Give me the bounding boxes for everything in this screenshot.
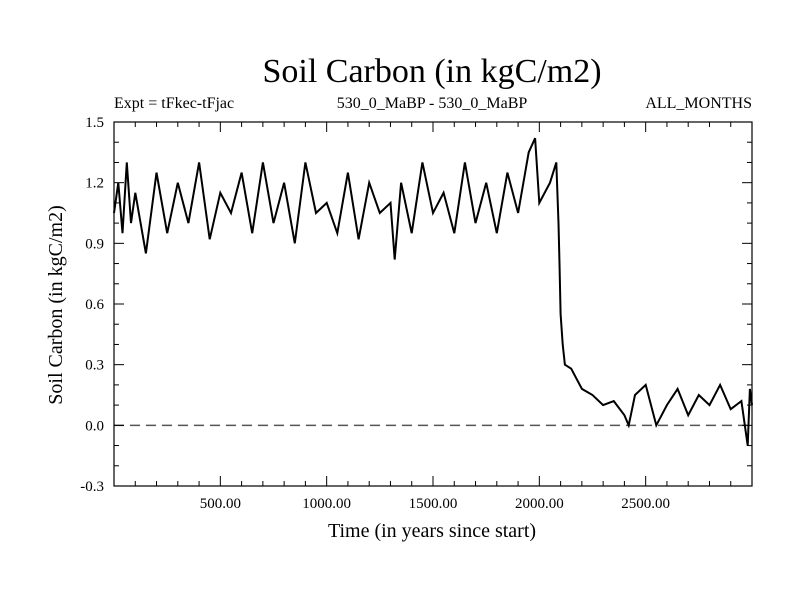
y-tick-label: 0.6	[85, 297, 104, 313]
y-axis: -0.3 0.0 0.3 0.6 0.9 1.2 1.5	[80, 115, 752, 495]
x-tick-label: 1000.00	[302, 496, 351, 512]
y-tick-label: 0.0	[85, 418, 104, 434]
y-tick-label: 1.2	[85, 176, 104, 192]
x-tick-label: 2000.00	[515, 496, 564, 512]
expt-label: Expt = tFkec-tFjac	[114, 95, 234, 112]
y-tick-label: 0.9	[85, 236, 104, 252]
series-line	[113, 137, 753, 446]
plot-frame	[113, 121, 753, 487]
months-label: ALL_MONTHS	[645, 95, 752, 112]
x-axis: 500.00 1000.00 1500.00 2000.00 2500.00	[134, 122, 732, 512]
x-tick-label: 2500.00	[621, 496, 670, 512]
y-tick-label: 0.3	[85, 358, 104, 374]
plot-area	[113, 121, 753, 487]
y-tick-label: 1.5	[85, 115, 104, 131]
comparison-label: 530_0_MaBP - 530_0_MaBP	[337, 95, 528, 112]
y-axis-title: Soil Carbon (in kgC/m2)	[45, 205, 67, 404]
x-tick-label: 1500.00	[409, 496, 458, 512]
chart-title: Soil Carbon (in kgC/m2)	[262, 53, 601, 90]
y-tick-label: -0.3	[80, 479, 104, 495]
x-tick-label: 500.00	[200, 496, 241, 512]
x-axis-title: Time (in years since start)	[328, 520, 536, 542]
